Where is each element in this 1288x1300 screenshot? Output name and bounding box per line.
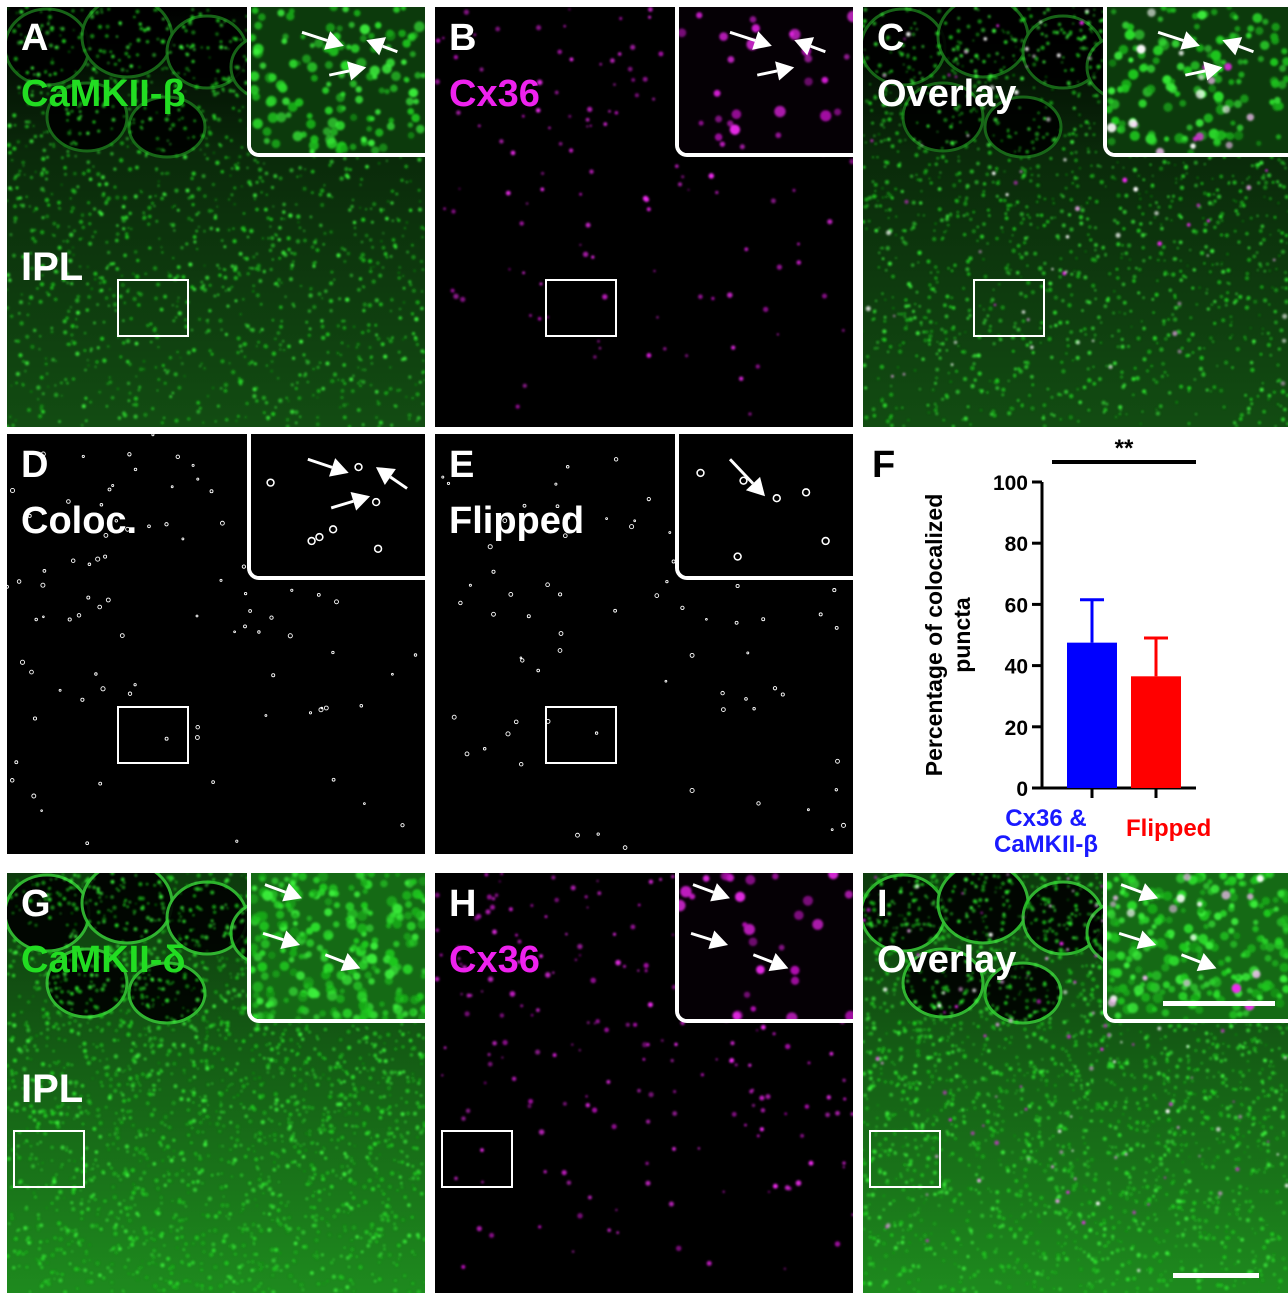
channel-label: Cx36 bbox=[449, 73, 540, 115]
channel-label: Overlay bbox=[877, 73, 1017, 115]
region-label: IPL bbox=[21, 1067, 84, 1111]
panel-letter: B bbox=[449, 17, 477, 59]
panel-c-overlay: C Overlay bbox=[863, 7, 1288, 427]
inset-zoom bbox=[675, 7, 853, 157]
panel-g-camkii-delta: G CaMKII-δ IPL bbox=[7, 873, 425, 1293]
panel-i-overlay: I Overlay bbox=[863, 873, 1288, 1293]
panel-letter: D bbox=[21, 444, 49, 486]
panel-letter: I bbox=[877, 883, 888, 925]
arrowheads bbox=[301, 30, 398, 81]
roi-box bbox=[545, 279, 617, 337]
panel-letter: C bbox=[877, 17, 905, 59]
x-category-label: Flipped bbox=[1126, 815, 1212, 842]
panel-a-camkii-beta: A CaMKII-β IPL bbox=[7, 7, 425, 427]
arrowheads bbox=[690, 883, 789, 972]
inset-image bbox=[679, 434, 853, 576]
roi-box bbox=[117, 706, 189, 764]
inset-image bbox=[251, 873, 425, 1019]
inset-zoom bbox=[675, 873, 853, 1023]
inset-zoom bbox=[247, 873, 425, 1023]
roi-box bbox=[117, 279, 189, 337]
panel-letter: F bbox=[872, 444, 896, 486]
panel-letter: E bbox=[449, 444, 475, 486]
channel-label: Cx36 bbox=[449, 939, 540, 981]
y-tick-label: 40 bbox=[1005, 656, 1028, 679]
channel-label: Coloc. bbox=[21, 500, 138, 542]
roi-box bbox=[973, 279, 1045, 337]
scale-bar bbox=[1173, 1273, 1259, 1278]
inset-zoom bbox=[1103, 873, 1288, 1023]
region-label: IPL bbox=[21, 245, 84, 289]
y-axis-label: Percentage of colocalizedpuncta bbox=[921, 494, 975, 776]
roi-box bbox=[441, 1130, 513, 1188]
y-tick-label: 100 bbox=[993, 472, 1028, 495]
significance-marker: ** bbox=[1115, 435, 1134, 462]
channel-label: CaMKII-δ bbox=[21, 939, 186, 981]
inset-zoom bbox=[247, 7, 425, 157]
inset-image bbox=[1107, 873, 1288, 1019]
arrowheads bbox=[307, 457, 408, 511]
x-category-label: Cx36 & CaMKII-β bbox=[994, 805, 1098, 859]
panel-letter: G bbox=[21, 883, 51, 925]
arrowheads bbox=[729, 30, 826, 81]
inset-zoom bbox=[247, 434, 425, 580]
inset-image bbox=[679, 873, 853, 1019]
panel-e-flipped: E Flipped bbox=[435, 434, 853, 854]
bar bbox=[1131, 676, 1181, 788]
channel-label: Overlay bbox=[877, 939, 1017, 981]
inset-image bbox=[679, 7, 853, 153]
inset-zoom bbox=[1103, 7, 1288, 157]
panel-b-cx36: B Cx36 bbox=[435, 7, 853, 427]
arrowheads bbox=[1157, 30, 1254, 81]
inset-zoom bbox=[675, 434, 853, 580]
panel-d-colocalization: D Coloc. bbox=[7, 434, 425, 854]
panel-letter: A bbox=[21, 17, 49, 59]
roi-box bbox=[545, 706, 617, 764]
arrowheads bbox=[262, 883, 361, 972]
y-tick-label: 0 bbox=[1016, 778, 1028, 801]
bar bbox=[1067, 642, 1117, 788]
panel-f-bar-chart: F Percentage of colocalizedpuncta 0 20 40 60… bbox=[856, 432, 1288, 858]
channel-label: Flipped bbox=[449, 500, 585, 542]
y-tick-label: 20 bbox=[1005, 717, 1028, 740]
y-tick-label: 60 bbox=[1005, 594, 1028, 617]
micrograph-binary bbox=[7, 434, 425, 854]
bar-chart: Percentage of colocalizedpuncta 0 20 40 60 80… bbox=[921, 435, 1196, 801]
inset-image bbox=[1107, 7, 1288, 153]
panel-h-cx36: H Cx36 bbox=[435, 873, 853, 1293]
channel-label: CaMKII-β bbox=[21, 73, 186, 115]
arrowheads bbox=[1118, 883, 1217, 972]
y-tick-label: 80 bbox=[1005, 533, 1028, 556]
panel-letter: H bbox=[449, 883, 477, 925]
arrowheads bbox=[728, 458, 766, 497]
roi-box bbox=[13, 1130, 85, 1188]
inset-scale-bar bbox=[1163, 1001, 1275, 1006]
roi-box bbox=[869, 1130, 941, 1188]
